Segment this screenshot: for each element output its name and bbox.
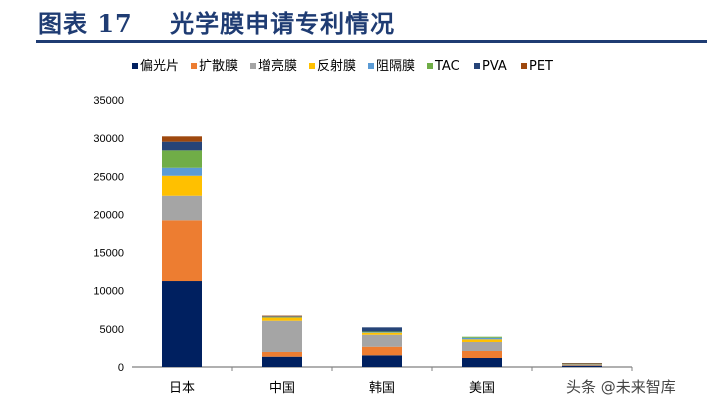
legend-label: PVA (482, 59, 507, 74)
bar-segment-TAC (462, 336, 502, 338)
bar-segment-TAC (162, 150, 202, 168)
legend-label: 偏光片 (140, 59, 179, 74)
legend-swatch (250, 63, 256, 69)
bar-segment-PET (262, 315, 302, 317)
legend-label: PET (529, 59, 553, 74)
bar-segment-TAC (562, 363, 602, 365)
bar-segment-PET (562, 363, 602, 364)
legend-swatch (309, 63, 315, 69)
bar-segment-反射膜 (262, 317, 302, 321)
bar-segment-PVA (262, 316, 302, 317)
legend-swatch (521, 63, 527, 69)
bar-segment-扩散膜 (262, 351, 302, 357)
bar-segment-扩散膜 (462, 350, 502, 358)
y-tick-label: 35000 (93, 95, 124, 107)
bar-segment-偏光片 (462, 357, 502, 367)
legend-label: 反射膜 (317, 58, 356, 74)
x-tick-label: 美国 (469, 381, 495, 396)
bar-segment-扩散膜 (162, 220, 202, 282)
legend-swatch (474, 63, 480, 69)
legend-swatch (368, 63, 374, 69)
y-tick-label: 15000 (93, 248, 124, 260)
bar-segment-反射膜 (462, 339, 502, 342)
bar-segment-TAC (262, 316, 302, 318)
figure-title: 图表 17 光学膜申请专利情况 (38, 9, 396, 38)
x-tick-label: 日本 (169, 381, 195, 396)
bar-segment-增亮膜 (562, 363, 602, 366)
bar-segment-阻隔膜 (362, 332, 402, 333)
bar-segment-扩散膜 (562, 365, 602, 366)
bar-segment-增亮膜 (262, 320, 302, 352)
bar-segment-PVA (362, 327, 402, 332)
title-underline (36, 40, 707, 43)
bar-segment-阻隔膜 (462, 337, 502, 340)
bar-segment-偏光片 (562, 365, 602, 367)
bar-segment-增亮膜 (362, 334, 402, 347)
bar-segment-PVA (162, 141, 202, 151)
y-tick-label: 0 (118, 362, 124, 374)
bar-segment-阻隔膜 (162, 167, 202, 176)
y-tick-label: 20000 (93, 209, 124, 221)
legend-label: TAC (434, 59, 460, 74)
legend-swatch (191, 63, 197, 69)
y-tick-label: 25000 (93, 171, 124, 183)
bar-segment-反射膜 (162, 175, 202, 196)
y-tick-label: 10000 (93, 286, 124, 298)
bar-segment-阻隔膜 (262, 317, 302, 318)
legend-label: 增亮膜 (258, 58, 297, 74)
bar-segment-增亮膜 (462, 341, 502, 351)
x-tick-label: 韩国 (369, 381, 395, 396)
legend-label: 阻隔膜 (376, 59, 415, 74)
bar-segment-偏光片 (162, 281, 202, 367)
legend-swatch (427, 63, 433, 69)
y-tick-label: 5000 (100, 324, 124, 336)
bar-segment-偏光片 (262, 356, 302, 367)
legend-swatch (132, 63, 138, 69)
bar-segment-PET (162, 136, 202, 142)
x-tick-label: 中国 (269, 381, 295, 396)
bar-segment-TAC (362, 331, 402, 333)
legend-label: 扩散膜 (199, 59, 238, 74)
bar-segment-偏光片 (362, 355, 402, 367)
bar-segment-反射膜 (362, 332, 402, 335)
bar-segment-增亮膜 (162, 195, 202, 221)
y-tick-label: 30000 (93, 133, 124, 145)
bar-segment-扩散膜 (362, 346, 402, 356)
watermark: 头条 @未来智库 (566, 378, 676, 396)
